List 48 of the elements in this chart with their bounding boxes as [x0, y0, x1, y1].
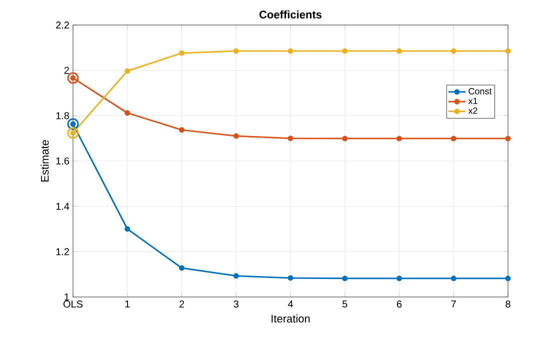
- point: [505, 136, 511, 142]
- legend-label: x2: [468, 108, 478, 114]
- legend-label: x1: [468, 98, 478, 104]
- y-tick-label: 2: [64, 66, 69, 74]
- point: [396, 136, 402, 142]
- x-tick-label: 1: [125, 300, 130, 308]
- point: [342, 136, 348, 142]
- y-tick-label: 1.6: [56, 157, 70, 165]
- chart-title: Coefficients: [259, 10, 322, 18]
- x-tick-label: 5: [342, 300, 348, 308]
- point: [396, 48, 402, 54]
- y-tick-label: 2.2: [56, 22, 69, 28]
- x-tick-label: 8: [506, 300, 510, 308]
- x-tick-label: 2: [179, 300, 184, 308]
- point: [450, 276, 456, 282]
- point: [505, 276, 511, 282]
- y-tick-label: 1.8: [56, 112, 70, 120]
- point: [505, 48, 511, 54]
- point: [124, 68, 130, 74]
- y-tick-label: 1: [64, 294, 69, 300]
- x-tick-label: 7: [451, 300, 456, 308]
- point: [233, 273, 239, 279]
- point: [124, 226, 130, 232]
- point: [179, 265, 185, 271]
- point: [179, 50, 185, 56]
- point: [396, 276, 402, 282]
- point: [179, 127, 185, 133]
- y-axis-title: Estimate: [40, 140, 49, 182]
- point: [450, 136, 456, 142]
- x-tick-label: 6: [396, 300, 402, 308]
- x-axis-title: Iteration: [272, 314, 310, 323]
- x-tick-label: 3: [234, 300, 238, 308]
- point: [342, 48, 348, 54]
- y-tick-label: 1.2: [56, 248, 69, 256]
- point: [288, 48, 294, 54]
- point: [233, 48, 239, 54]
- point: [288, 275, 294, 281]
- legend-label: Const: [468, 88, 492, 94]
- y-tick-label: 1.4: [56, 202, 70, 210]
- point: [67, 118, 79, 130]
- point: [67, 72, 79, 84]
- point: [342, 276, 348, 282]
- point: [124, 110, 130, 116]
- x-tick-label: 4: [288, 300, 293, 308]
- x-tick-label: OLS: [63, 300, 83, 308]
- point: [233, 133, 239, 139]
- point: [288, 136, 294, 142]
- point: [450, 48, 456, 54]
